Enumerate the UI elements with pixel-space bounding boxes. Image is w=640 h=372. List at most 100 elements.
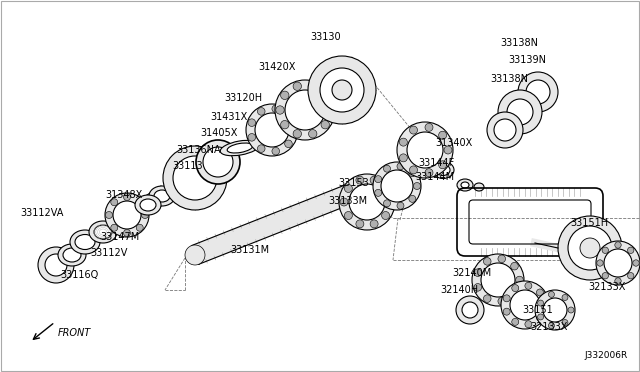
Circle shape [308,129,317,138]
Circle shape [386,198,394,206]
Circle shape [113,201,141,229]
Text: 32140H: 32140H [440,285,478,295]
Circle shape [602,273,609,279]
Ellipse shape [461,182,469,188]
Text: 33144M: 33144M [415,172,454,182]
Circle shape [124,193,131,201]
Circle shape [285,140,292,148]
Circle shape [511,262,518,270]
Text: 33139N: 33139N [508,55,546,65]
Ellipse shape [149,186,175,206]
Circle shape [345,186,359,200]
Circle shape [511,290,518,298]
Circle shape [481,263,515,297]
Circle shape [507,99,533,125]
Circle shape [474,269,481,276]
Circle shape [381,212,390,219]
Circle shape [285,112,292,120]
Circle shape [604,249,632,277]
Circle shape [548,291,554,297]
Circle shape [381,170,413,202]
Circle shape [136,224,143,231]
Circle shape [374,189,381,196]
Circle shape [321,121,330,129]
Circle shape [562,320,568,326]
Text: 33138N: 33138N [490,74,528,84]
Ellipse shape [220,140,260,156]
Circle shape [397,163,404,170]
Circle shape [356,220,364,228]
Circle shape [525,321,532,328]
Circle shape [272,147,280,155]
Ellipse shape [432,161,454,179]
Circle shape [525,282,532,289]
Circle shape [257,108,265,115]
Circle shape [438,131,447,139]
Circle shape [410,166,417,174]
Circle shape [308,56,376,124]
Circle shape [483,295,491,302]
Circle shape [344,212,353,219]
Circle shape [526,80,550,104]
Circle shape [196,140,240,184]
Circle shape [111,199,118,206]
Circle shape [462,302,478,318]
Circle shape [510,290,540,320]
Circle shape [248,119,255,126]
Circle shape [456,296,484,324]
Circle shape [203,147,233,177]
Circle shape [106,212,113,218]
Ellipse shape [94,225,112,239]
Circle shape [498,297,506,305]
Circle shape [562,295,568,301]
Circle shape [410,126,417,134]
Text: 33113: 33113 [172,161,203,171]
Circle shape [501,281,549,329]
Ellipse shape [474,183,484,191]
Ellipse shape [140,199,156,211]
Circle shape [397,122,453,178]
Circle shape [425,169,433,177]
Circle shape [381,185,390,192]
Text: 31348X: 31348X [105,190,142,200]
Circle shape [628,247,634,253]
Circle shape [580,238,600,258]
Ellipse shape [70,230,100,254]
Circle shape [409,170,416,177]
Circle shape [255,113,289,147]
Circle shape [276,106,284,114]
Circle shape [494,119,516,141]
Ellipse shape [75,234,95,250]
Circle shape [409,195,416,202]
Circle shape [444,146,452,154]
Circle shape [383,165,390,172]
Circle shape [321,91,330,99]
Ellipse shape [89,221,117,243]
Circle shape [568,226,612,270]
Circle shape [136,199,143,206]
Text: 33133M: 33133M [328,196,367,206]
Circle shape [326,106,334,114]
Ellipse shape [135,195,161,215]
Text: 32140M: 32140M [452,268,492,278]
Circle shape [413,183,420,189]
Circle shape [628,273,634,279]
Circle shape [356,176,364,184]
Circle shape [293,82,301,90]
Circle shape [483,257,491,265]
Circle shape [558,216,622,280]
Circle shape [257,145,265,153]
Text: 33151: 33151 [522,305,553,315]
Circle shape [615,242,621,248]
Circle shape [124,230,131,237]
Circle shape [602,247,609,253]
Text: 33147M: 33147M [100,232,140,242]
Circle shape [487,112,523,148]
Circle shape [45,254,67,276]
Circle shape [536,289,543,296]
Circle shape [548,323,554,328]
Text: 32133X: 32133X [588,282,625,292]
Circle shape [293,129,301,138]
Circle shape [536,314,543,321]
Circle shape [518,72,558,112]
